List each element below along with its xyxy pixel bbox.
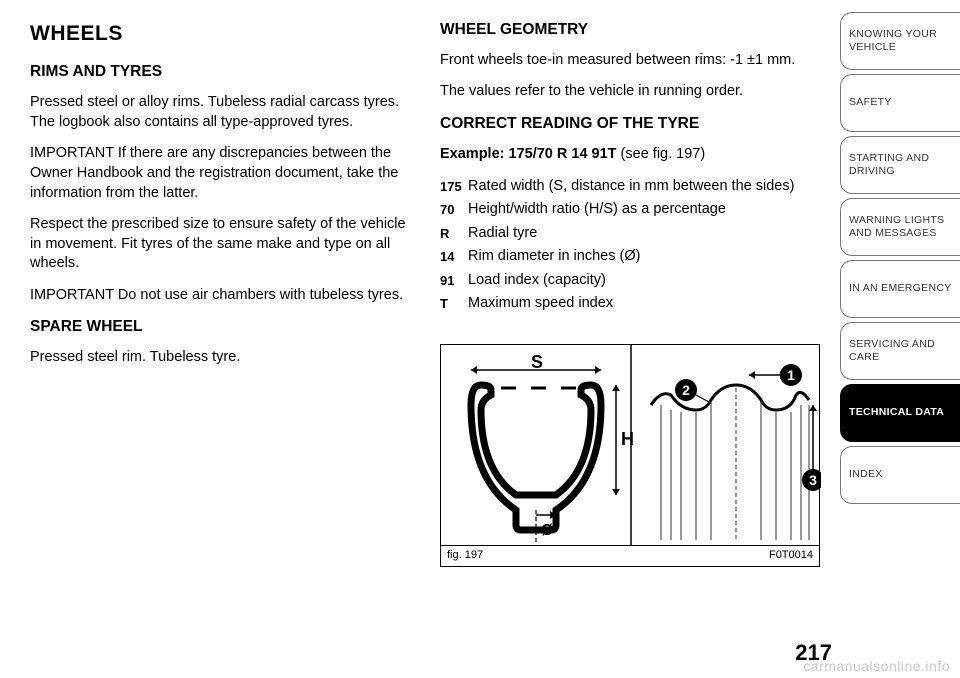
para: IMPORTANT If there are any discrepancies…: [30, 144, 410, 203]
heading-spare: SPARE WHEEL: [30, 317, 410, 338]
label-o: Ø: [541, 522, 553, 539]
para: Respect the prescribed size to ensure sa…: [30, 215, 410, 274]
label-s: S: [531, 352, 543, 372]
para: Front wheels toe-in measured between rim…: [440, 51, 820, 71]
def-val: Radial tyre: [468, 224, 820, 244]
para: Pressed steel or alloy rims. Tubeless ra…: [30, 93, 410, 132]
def-row: T Maximum speed index: [440, 294, 820, 314]
tab-servicing[interactable]: SERVICING AND CARE: [840, 322, 960, 380]
fig-label: fig. 197: [447, 548, 483, 563]
tab-warning[interactable]: WARNING LIGHTS AND MESSAGES: [840, 198, 960, 256]
def-val: Maximum speed index: [468, 294, 820, 314]
tab-label: IN AN EMERGENCY: [849, 282, 952, 295]
def-key: 70: [440, 200, 468, 220]
def-key: 91: [440, 271, 468, 291]
label-h: H: [621, 429, 634, 449]
callout-1: 1: [787, 367, 795, 383]
left-column: WHEELS RIMS AND TYRES Pressed steel or a…: [30, 20, 410, 678]
def-val: Rated width (S, distance in mm between t…: [468, 177, 820, 197]
tab-label: SERVICING AND CARE: [849, 338, 952, 364]
def-val: Rim diameter in inches (Ø): [468, 247, 820, 267]
figure-caption: fig. 197 F0T0014: [441, 545, 819, 566]
heading-reading: CORRECT READING OF THE TYRE: [440, 114, 820, 135]
tab-safety[interactable]: SAFETY: [840, 74, 960, 132]
example-tail: (see fig. 197): [617, 146, 706, 162]
tab-label: KNOWING YOUR VEHICLE: [849, 28, 952, 54]
def-row: 91 Load index (capacity): [440, 271, 820, 291]
tab-label: STARTING AND DRIVING: [849, 152, 952, 178]
tab-index[interactable]: INDEX: [840, 446, 960, 504]
page-title: WHEELS: [30, 20, 410, 48]
tab-label: WARNING LIGHTS AND MESSAGES: [849, 214, 952, 240]
def-row: 14 Rim diameter in inches (Ø): [440, 247, 820, 267]
sidebar-tabs: KNOWING YOUR VEHICLE SAFETY STARTING AND…: [840, 0, 960, 678]
right-column: WHEEL GEOMETRY Front wheels toe-in measu…: [440, 20, 820, 678]
para: Pressed steel rim. Tubeless tyre.: [30, 348, 410, 368]
tab-technical[interactable]: TECHNICAL DATA: [840, 384, 960, 442]
callout-2: 2: [682, 382, 690, 398]
def-key: 175: [440, 177, 468, 197]
def-key: 14: [440, 247, 468, 267]
def-row: R Radial tyre: [440, 224, 820, 244]
def-val: Height/width ratio (H/S) as a percentage: [468, 200, 820, 220]
fig-code: F0T0014: [769, 548, 813, 563]
heading-geometry: WHEEL GEOMETRY: [440, 20, 820, 41]
tyre-diagram-svg: S H Ø: [441, 345, 821, 545]
content-area: WHEELS RIMS AND TYRES Pressed steel or a…: [0, 0, 840, 678]
page: WHEELS RIMS AND TYRES Pressed steel or a…: [0, 0, 960, 678]
def-key: R: [440, 224, 468, 244]
def-row: 70 Height/width ratio (H/S) as a percent…: [440, 200, 820, 220]
def-row: 175 Rated width (S, distance in mm betwe…: [440, 177, 820, 197]
figure-197: S H Ø: [440, 344, 820, 567]
callout-3: 3: [809, 472, 817, 488]
example-bold: Example: 175/70 R 14 91T: [440, 146, 617, 162]
tab-starting[interactable]: STARTING AND DRIVING: [840, 136, 960, 194]
watermark: carmanualsonline.info: [803, 658, 950, 674]
para: The values refer to the vehicle in runni…: [440, 82, 820, 102]
para: IMPORTANT Do not use air chambers with t…: [30, 286, 410, 306]
tab-knowing[interactable]: KNOWING YOUR VEHICLE: [840, 12, 960, 70]
def-key: T: [440, 294, 468, 314]
tab-emergency[interactable]: IN AN EMERGENCY: [840, 260, 960, 318]
tab-label: INDEX: [849, 468, 883, 481]
tab-label: SAFETY: [849, 96, 892, 109]
tab-label: TECHNICAL DATA: [849, 406, 944, 419]
heading-rims: RIMS AND TYRES: [30, 62, 410, 83]
def-val: Load index (capacity): [468, 271, 820, 291]
example-line: Example: 175/70 R 14 91T (see fig. 197): [440, 145, 820, 165]
